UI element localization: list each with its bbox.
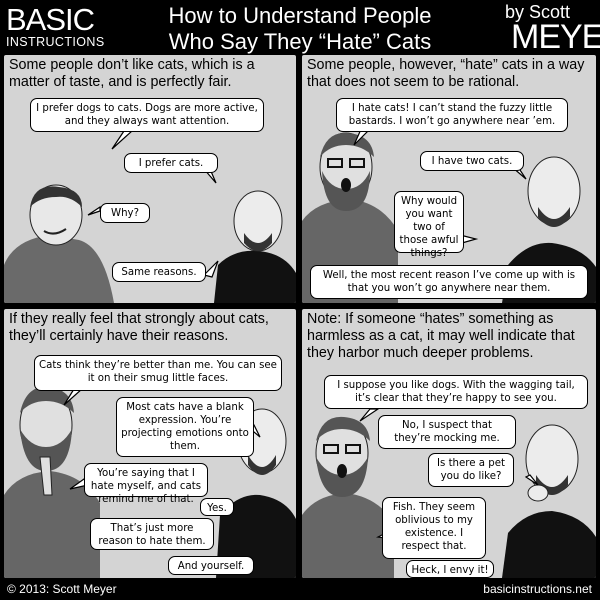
speech-bubble: Same reasons.: [112, 262, 206, 282]
logo-instructions: INSTRUCTIONS: [6, 35, 105, 49]
speech-bubble: Well, the most recent reason I’ve come u…: [310, 265, 588, 299]
speech-bubble: Heck, I envy it!: [406, 560, 494, 578]
speech-bubble: I hate cats! I can’t stand the fuzzy lit…: [336, 98, 568, 132]
speech-bubble: Most cats have a blank expression. You’r…: [116, 397, 254, 457]
author-name: MEYER: [511, 18, 600, 56]
character-bald-guy: [502, 424, 596, 578]
speech-bubble: I prefer cats.: [124, 153, 218, 173]
panel-3-caption: If they really feel that strongly about …: [9, 311, 269, 344]
panel-1: Some people don’t like cats, which is a …: [4, 55, 296, 303]
comic-title: How to Understand People Who Say They “H…: [150, 3, 450, 55]
panel-1-caption: Some people don’t like cats, which is a …: [9, 57, 255, 90]
speech-bubble: I have two cats.: [420, 151, 524, 171]
character-bald-guy: [214, 190, 296, 303]
panel-2: Some people, however, “hate” cats in a w…: [302, 55, 596, 303]
panel-2-caption: Some people, however, “hate” cats in a w…: [307, 57, 585, 90]
panel-3: If they really feel that strongly about …: [4, 309, 296, 578]
speech-bubble: Fish. They seem oblivious to my existenc…: [382, 497, 486, 559]
speech-bubble: I suppose you like dogs. With the waggin…: [324, 375, 588, 409]
speech-bubble: Why?: [100, 203, 150, 223]
character-hoodie-guy: [4, 184, 114, 303]
character-bearded-guy: [302, 416, 394, 578]
logo-basic: BASIC: [6, 2, 95, 37]
panel-4: Note: If someone “hates” something as ha…: [302, 309, 596, 578]
speech-bubble: You’re saying that I hate myself, and ca…: [84, 463, 208, 505]
speech-bubble: I prefer dogs to cats. Dogs are more act…: [30, 98, 264, 132]
byline: by Scott: [505, 2, 571, 22]
speech-bubble: Yes.: [200, 498, 234, 516]
speech-bubble: No, I suspect that they’re mocking me.: [378, 415, 516, 449]
panel-4-caption: Note: If someone “hates” something as ha…: [307, 311, 575, 361]
title-line-2: Who Say They “Hate” Cats: [168, 29, 432, 54]
speech-bubble: Why would you want two of those awful th…: [394, 191, 464, 259]
character-bearded-guy: [4, 386, 100, 578]
speech-bubble: And yourself.: [168, 556, 254, 575]
speech-bubble: Is there a pet you do like?: [428, 453, 514, 487]
speech-bubble: That’s just more reason to hate them.: [90, 518, 214, 550]
copyright: © 2013: Scott Meyer: [7, 582, 117, 596]
site-url[interactable]: basicinstructions.net: [483, 582, 592, 596]
speech-bubble: Cats think they’re better than me. You c…: [34, 355, 282, 391]
title-line-1: How to Understand People: [168, 3, 432, 28]
